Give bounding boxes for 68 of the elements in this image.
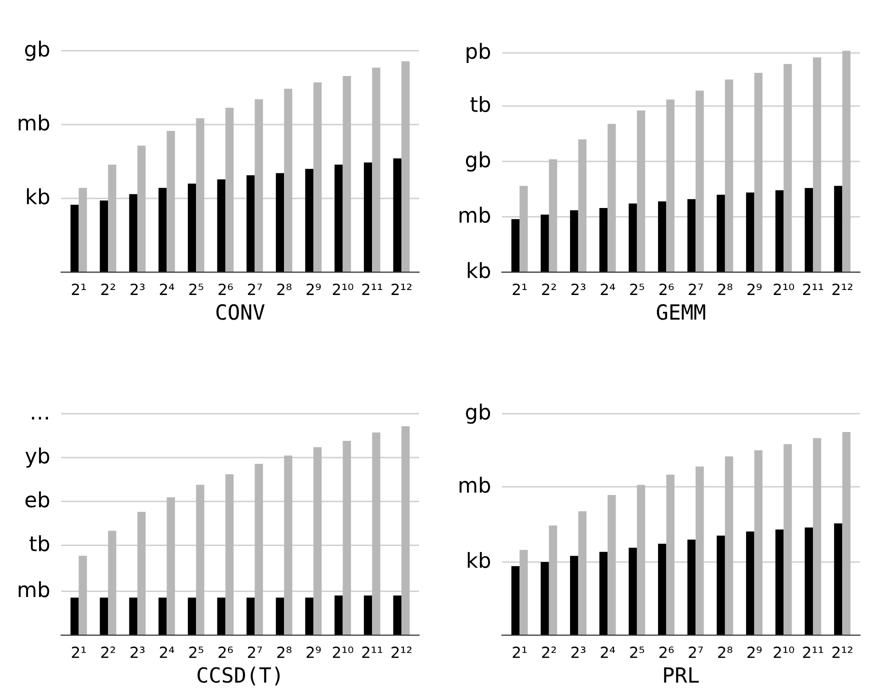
x-tick-label: 2⁷ — [688, 284, 703, 295]
x-tick-label: 2⁵ — [630, 646, 644, 658]
x-tick-label: 2⁴ — [600, 284, 616, 295]
ref-line-label: yb — [25, 447, 50, 468]
x-tick-label: 2⁶ — [218, 284, 233, 295]
x-axis-title: CCSD(T) — [198, 666, 280, 686]
x-tick-label: 2⁹ — [747, 284, 762, 295]
x-tick-label: 2⁸ — [277, 284, 292, 295]
x-tick-label: 2¹² — [392, 646, 412, 658]
x-tick-label: 2⁹ — [306, 646, 321, 658]
x-tick-label: 2¹¹ — [362, 646, 382, 658]
x-tick-label: 2¹⁰ — [332, 284, 354, 295]
x-tick-label: 2⁷ — [688, 646, 703, 658]
ref-line-label: mb — [460, 476, 490, 493]
ref-line-label: gb — [25, 40, 50, 61]
x-tick-label: 2² — [101, 646, 116, 658]
ref-line-label: kb — [26, 188, 50, 204]
x-tick-label: 2¹¹ — [803, 646, 824, 658]
x-tick-label: 2³ — [571, 284, 586, 295]
ref-line-label: tb — [30, 535, 50, 552]
x-tick-label: 2¹ — [512, 284, 527, 295]
x-tick-label: 2⁶ — [659, 284, 674, 295]
x-tick-label: 2¹ — [72, 284, 86, 295]
x-tick-label: 2¹ — [72, 646, 86, 658]
x-tick-label: 2¹⁰ — [774, 284, 794, 295]
x-axis-title: PRL — [664, 667, 699, 683]
x-tick-label: 2⁸ — [277, 646, 292, 658]
x-tick-label: 2¹¹ — [803, 284, 824, 295]
x-tick-label: 2⁸ — [718, 646, 732, 658]
x-tick-label: 2¹⁰ — [332, 646, 354, 658]
ref-line-label: gb — [466, 404, 490, 424]
x-tick-label: 2³ — [130, 284, 145, 295]
x-tick-label: 2⁹ — [747, 646, 762, 658]
x-tick-label: 2¹ — [512, 646, 527, 658]
ref-line-label: … — [32, 416, 48, 420]
x-tick-label: 2⁶ — [218, 646, 233, 658]
x-tick-label: 2⁸ — [718, 284, 732, 295]
ref-line-label: mb — [460, 206, 490, 223]
x-tick-label: 2⁵ — [630, 284, 644, 295]
x-tick-label: 2¹¹ — [362, 284, 382, 295]
x-tick-label: 2⁵ — [189, 284, 204, 295]
x-tick-label: 2² — [542, 646, 556, 658]
x-tick-label: 2⁴ — [160, 284, 174, 295]
ref-line-label: tb — [470, 96, 490, 112]
x-tick-label: 2¹² — [832, 646, 852, 658]
ref-line-label: kb — [468, 552, 490, 568]
x-tick-label: 2⁹ — [306, 284, 321, 295]
x-tick-label: 2² — [542, 284, 556, 295]
ref-line-label: pb — [466, 42, 490, 64]
ref-line-label: eb — [25, 491, 50, 508]
x-tick-label: 2⁷ — [248, 646, 262, 658]
x-tick-label: 2⁴ — [600, 646, 616, 658]
x-tick-label: 2¹² — [392, 284, 412, 295]
x-tick-label: 2⁶ — [659, 646, 674, 658]
ref-line-label: mb — [18, 114, 50, 131]
x-tick-label: 2¹² — [832, 284, 852, 295]
x-axis-title: CONV — [216, 304, 265, 320]
x-tick-label: 2⁴ — [160, 646, 174, 658]
x-tick-label: 2⁷ — [248, 284, 262, 295]
ref-line-label: kb — [468, 262, 490, 278]
x-tick-label: 2² — [101, 284, 116, 295]
x-axis-title: GEMM — [656, 304, 706, 320]
x-tick-label: 2⁵ — [189, 646, 204, 658]
x-tick-label: 2³ — [571, 646, 586, 658]
ref-line-label: gb — [466, 151, 490, 172]
x-tick-label: 2¹⁰ — [774, 646, 794, 658]
ref-line-label: mb — [18, 581, 50, 598]
x-tick-label: 2³ — [130, 646, 145, 658]
